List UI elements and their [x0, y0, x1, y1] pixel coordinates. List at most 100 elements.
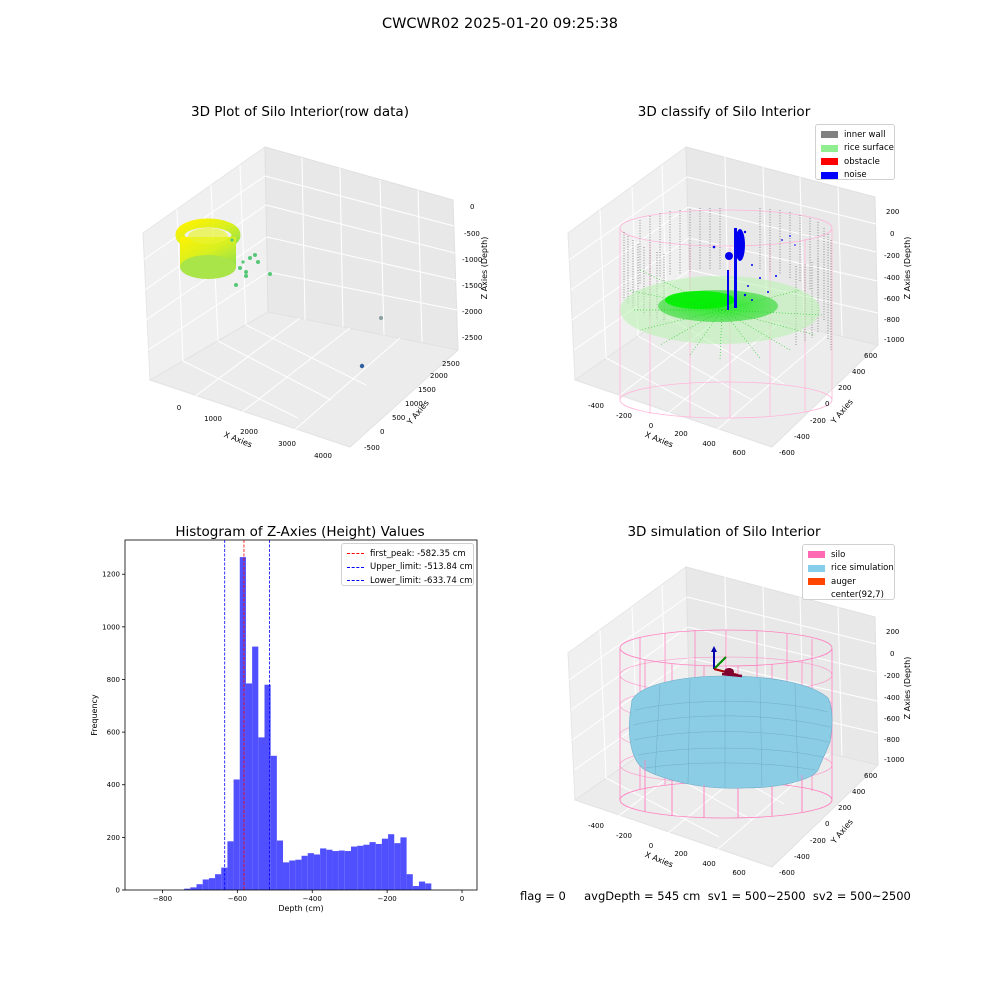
classify-xtick: 600 — [732, 449, 745, 457]
legend-label: center(92,7) — [831, 590, 884, 601]
raw-ztick: -500 — [464, 230, 480, 238]
raw-gridlines — [142, 157, 458, 435]
legend-item: first_peak: -582.35 cm — [347, 547, 468, 561]
raw-plot-3d: 0 1000 2000 3000 4000 X Axies -500 0 500… — [142, 146, 489, 460]
histogram-bar — [326, 849, 333, 890]
classify-ztick: -1000 — [884, 336, 904, 344]
classify-ytick: -200 — [810, 417, 826, 425]
histogram-ytick-label: 1200 — [102, 571, 120, 579]
simulation-xtick: 400 — [702, 860, 715, 868]
histogram-xlabel: Depth (cm) — [278, 904, 323, 913]
histogram-ytick-label: 1000 — [102, 623, 120, 631]
raw-ytick: 0 — [380, 428, 384, 436]
histogram-bar — [295, 859, 302, 890]
legend-swatch — [821, 171, 838, 179]
histogram-bar — [338, 850, 345, 890]
raw-ytick: 1500 — [418, 386, 436, 394]
raw-xtick: 4000 — [314, 452, 332, 460]
histogram-bar — [412, 886, 419, 890]
histogram-bars — [184, 557, 432, 890]
raw-ztick: -1000 — [462, 256, 482, 264]
simulation-ytick: 0 — [825, 820, 829, 828]
classify-ztick: -200 — [884, 252, 900, 260]
simulation-ztick: 0 — [890, 650, 894, 658]
histogram-y-ticks: 0 200 400 600 800 1000 1200 — [102, 571, 125, 895]
raw-ytick: 500 — [392, 414, 405, 422]
simulation-ytick: -600 — [779, 869, 795, 877]
histogram-bar — [375, 843, 382, 890]
simulation-ztick: -800 — [884, 736, 900, 744]
legend-label: noise — [844, 170, 867, 181]
histogram-bar — [215, 874, 222, 890]
simulation-ylabel: Y Axies — [829, 817, 855, 846]
histogram-ytick-label: 200 — [107, 834, 120, 842]
histogram-ytick-label: 800 — [107, 676, 120, 684]
histogram-bar — [369, 842, 376, 890]
histogram-bar — [350, 846, 358, 890]
raw-xtick: 1000 — [204, 415, 222, 423]
histogram-ytick-label: 0 — [116, 887, 120, 895]
legend-item: Lower_limit: -633.74 cm — [347, 574, 472, 588]
classify-xtick: 200 — [674, 430, 687, 438]
raw-y-ticks: -500 0 500 1000 1500 2000 2500 — [364, 360, 460, 452]
histogram-ytick-label: 400 — [107, 781, 120, 789]
histogram-bar — [264, 684, 271, 890]
classify-ytick: 200 — [838, 384, 851, 392]
histogram-bar — [184, 888, 191, 890]
raw-ytick: -500 — [364, 444, 380, 452]
simulation-xtick: 600 — [732, 869, 745, 877]
raw-point-ring — [175, 218, 241, 279]
classify-ztick: -400 — [884, 274, 900, 282]
classify-ztick: -600 — [884, 295, 900, 303]
legend-line — [347, 553, 364, 555]
histogram-bar — [252, 646, 259, 890]
classify-zlabel: Z Axies (Depth) — [903, 237, 912, 300]
legend-label: silo — [831, 549, 846, 560]
classify-plot-title: 3D classify of Silo Interior — [637, 104, 811, 120]
simulation-rice-mesh — [632, 677, 831, 788]
simulation-xtick: 200 — [674, 850, 687, 858]
legend-label: auger — [831, 576, 856, 587]
histogram-bar — [320, 848, 327, 890]
legend-swatch — [821, 131, 838, 139]
legend-swatch — [808, 592, 825, 599]
histogram-bar — [357, 845, 364, 890]
legend-label: first_peak: -582.35 cm — [370, 548, 466, 559]
legend-swatch — [808, 564, 825, 572]
simulation-xtick: -200 — [616, 832, 632, 840]
histogram-bar — [239, 557, 246, 890]
legend-item: obstacle — [821, 155, 889, 169]
legend-item: noise — [821, 169, 889, 183]
legend-item: rice surface — [821, 142, 894, 156]
classify-xtick: 400 — [702, 440, 715, 448]
raw-ytick: 2500 — [442, 360, 460, 368]
histogram-legend: first_peak: -582.35 cm Upper_limit: -513… — [341, 543, 474, 586]
histogram-x-ticks: −800 −600 −400 −200 0 — [153, 890, 464, 903]
simulation-ztick: -1000 — [884, 756, 904, 764]
simulation-ztick: -600 — [884, 715, 900, 723]
legend-label: Upper_limit: -513.84 cm — [370, 562, 473, 573]
classify-ytick: -400 — [794, 433, 810, 441]
figure-title: CWCWR02 2025-01-20 09:25:38 — [381, 16, 619, 32]
legend-label: obstacle — [844, 156, 880, 167]
histogram-title: Histogram of Z-Axies (Height) Values — [175, 524, 425, 540]
simulation-ytick: 400 — [852, 788, 865, 796]
classify-plot-3d: -400 -200 0 200 400 600 X Axies -600 -40… — [567, 146, 912, 457]
histogram-ytick-label: 600 — [107, 729, 120, 737]
raw-plot-title: 3D Plot of Silo Interior(row data) — [191, 104, 409, 120]
simulation-xtick: -400 — [588, 822, 604, 830]
classify-ytick: 0 — [825, 400, 829, 408]
legend-swatch — [821, 144, 838, 152]
histogram-bar — [283, 862, 290, 890]
legend-item: Upper_limit: -513.84 cm — [347, 561, 473, 575]
simulation-x-ticks: -400 -200 0 200 400 600 — [588, 822, 746, 877]
simulation-z-ticks: 200 0 -200 -400 -600 -800 -1000 — [884, 628, 904, 764]
histogram-bar — [208, 878, 216, 890]
status-summary: flag = 0 avgDepth = 545 cm sv1 = 500~250… — [520, 889, 911, 903]
histogram-bar — [388, 834, 395, 890]
raw-ytick: 2000 — [430, 372, 448, 380]
simulation-ytick: -200 — [810, 837, 826, 845]
histogram-bar — [276, 840, 284, 890]
simulation-ytick: -400 — [794, 853, 810, 861]
